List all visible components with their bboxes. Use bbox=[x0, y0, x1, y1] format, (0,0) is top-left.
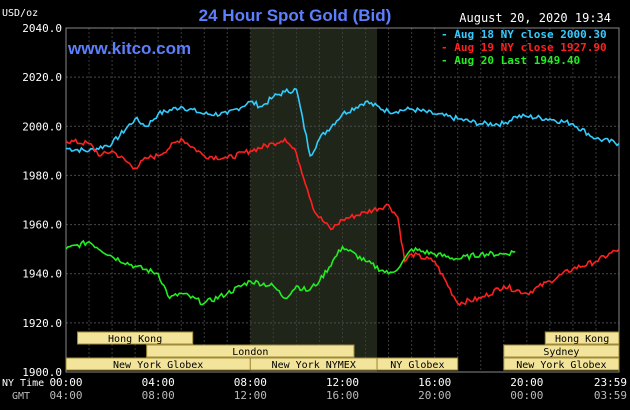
market-session-bar bbox=[146, 344, 355, 358]
market-session: NY Globex bbox=[376, 357, 459, 371]
market-session: New York NYMEX bbox=[249, 357, 378, 371]
y-tick-label: 2000.0 bbox=[22, 120, 62, 133]
x-tick-label-ny: 00:00 bbox=[49, 376, 82, 389]
y-unit-label: USD/oz bbox=[2, 8, 38, 19]
x-tick-label-gmt: 12:00 bbox=[234, 389, 267, 402]
market-session: Sydney bbox=[503, 344, 620, 358]
x-tick-label-gmt: 16:00 bbox=[326, 389, 359, 402]
series-line-1 bbox=[65, 136, 620, 307]
market-session-bar bbox=[376, 357, 459, 371]
legend-entry: - Aug 18 NY close 2000.30 bbox=[441, 28, 607, 41]
market-session-bar bbox=[503, 357, 620, 371]
market-session-bar bbox=[503, 344, 620, 358]
market-session-label: London bbox=[232, 347, 268, 358]
chart-title: 24 Hour Spot Gold (Bid) bbox=[199, 6, 392, 25]
market-session-label: Hong Kong bbox=[555, 334, 609, 345]
y-tick-label: 1940.0 bbox=[22, 268, 62, 281]
market-session-bar bbox=[77, 331, 194, 345]
market-session-bar bbox=[544, 331, 620, 345]
x-tick-label-ny: 23:59 bbox=[594, 376, 627, 389]
x-tick-label-gmt: 03:59 bbox=[594, 389, 627, 402]
plot-border bbox=[65, 27, 620, 373]
x-tick-label-gmt: 20:00 bbox=[418, 389, 451, 402]
legend-entry: - Aug 19 NY close 1927.90 bbox=[441, 41, 607, 54]
y-tick-label: 2020.0 bbox=[22, 71, 62, 84]
y-tick-label: 1980.0 bbox=[22, 169, 62, 182]
chart-date: August 20, 2020 19:34 bbox=[459, 11, 611, 25]
y-tick-label: 1920.0 bbox=[22, 317, 62, 330]
x-axis-ny-row-label: NY Time bbox=[2, 378, 44, 389]
x-axis-gmt-row-label: GMT bbox=[12, 391, 30, 402]
x-tick-label-gmt: 00:00 bbox=[510, 389, 543, 402]
market-session: Hong Kong bbox=[77, 331, 194, 345]
series-layer bbox=[65, 87, 620, 307]
market-session-label: Sydney bbox=[543, 347, 579, 358]
x-tick-label-ny: 20:00 bbox=[510, 376, 543, 389]
market-session: New York Globex bbox=[65, 357, 251, 371]
legend-layer: - Aug 18 NY close 2000.30- Aug 19 NY clo… bbox=[441, 28, 607, 67]
market-session-label: NY Globex bbox=[390, 360, 444, 371]
x-tick-label-gmt: 04:00 bbox=[49, 389, 82, 402]
series-line-2 bbox=[65, 239, 516, 306]
y-tick-label: 1960.0 bbox=[22, 219, 62, 232]
market-session: London bbox=[146, 344, 355, 358]
market-session-label: New York Globex bbox=[113, 360, 203, 371]
y-tick-label: 1900.0 bbox=[22, 366, 62, 379]
x-tick-label-ny: 12:00 bbox=[326, 376, 359, 389]
market-sessions-layer: Hong Kong Hong Kong London Sydney New York G… bbox=[65, 331, 620, 371]
y-tick-label: 2040.0 bbox=[22, 22, 62, 35]
market-session-label: New York NYMEX bbox=[272, 360, 356, 371]
x-tick-label-ny: 04:00 bbox=[142, 376, 175, 389]
watermark-url: www.kitco.com bbox=[67, 39, 191, 58]
x-tick-label-ny: 08:00 bbox=[234, 376, 267, 389]
axis-layer: 2040.0 2020.0 2000.0 1980.0 1960.0 1940.0 1920… bbox=[2, 22, 627, 402]
market-session-label: New York Globex bbox=[516, 360, 606, 371]
market-session-label: Hong Kong bbox=[108, 334, 162, 345]
session-highlight-band bbox=[250, 28, 378, 372]
x-tick-label-gmt: 08:00 bbox=[142, 389, 175, 402]
series-line-0 bbox=[65, 87, 620, 157]
legend-entry: - Aug 20 Last 1949.40 bbox=[441, 54, 580, 67]
market-session: Hong Kong bbox=[544, 331, 620, 345]
x-tick-label-ny: 16:00 bbox=[418, 376, 451, 389]
market-session: New York Globex bbox=[503, 357, 620, 371]
